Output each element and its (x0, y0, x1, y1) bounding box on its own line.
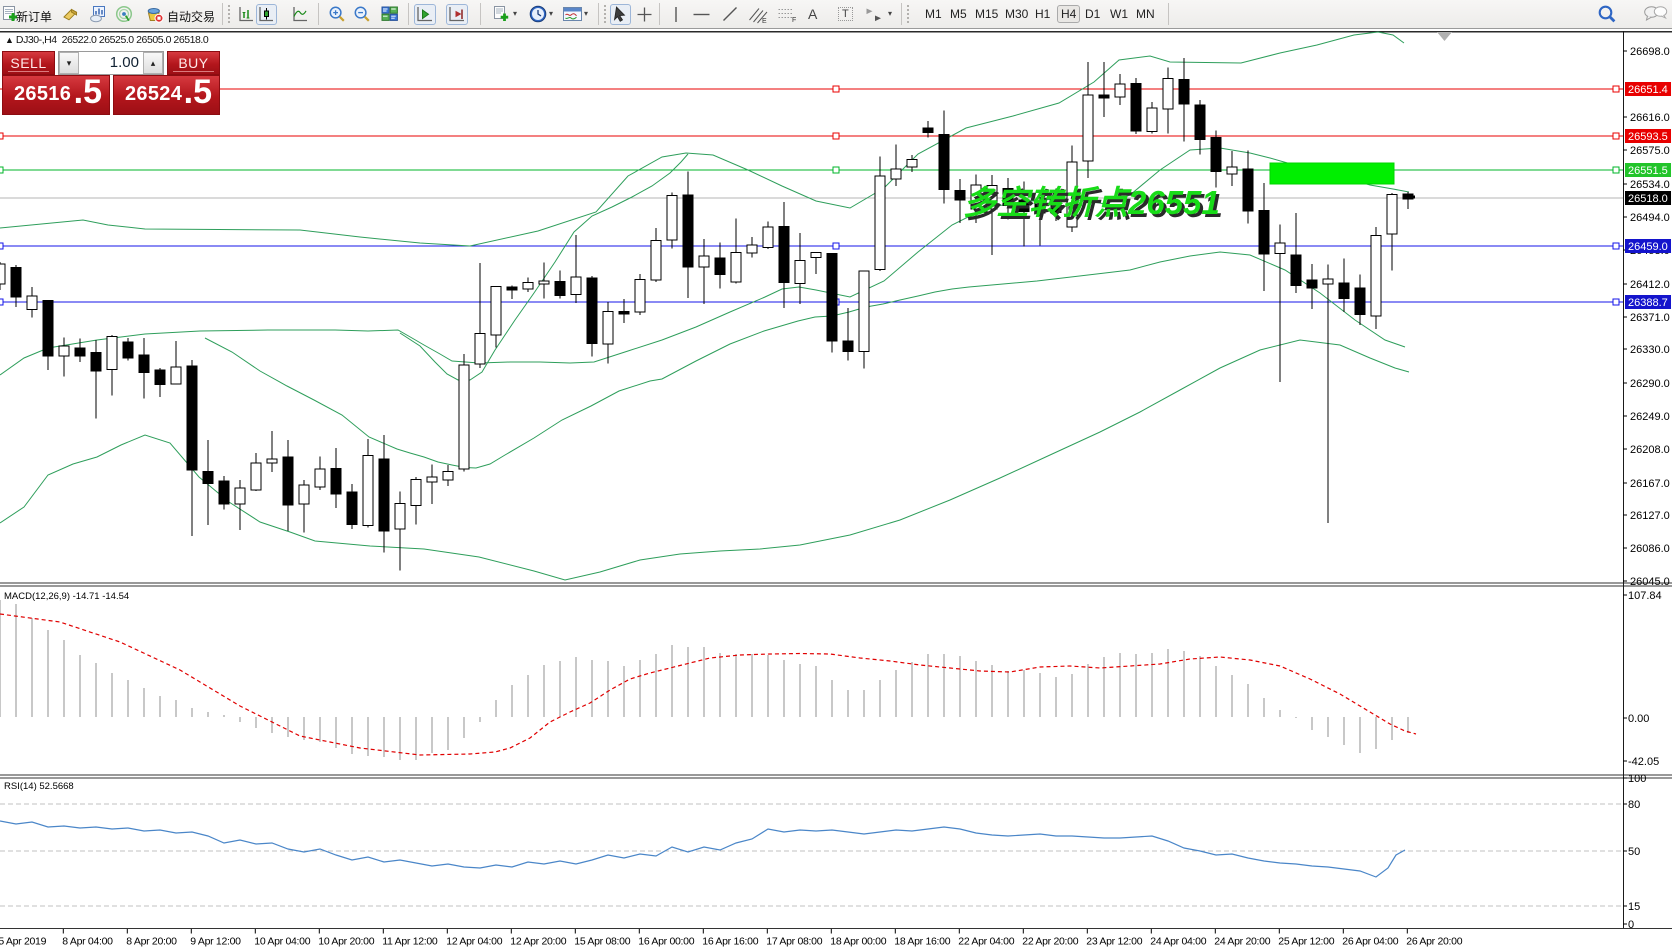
svg-text:26 Apr 20:00: 26 Apr 20:00 (1406, 936, 1462, 948)
svg-text:26388.7: 26388.7 (1628, 297, 1668, 309)
svg-text:26371.0: 26371.0 (1630, 312, 1670, 324)
svg-text:22 Apr 04:00: 22 Apr 04:00 (958, 936, 1014, 948)
svg-text:26651.4: 26651.4 (1628, 84, 1668, 96)
svg-text:23 Apr 12:00: 23 Apr 12:00 (1086, 936, 1142, 948)
svg-text:MACD(12,26,9) -14.71 -14.54: MACD(12,26,9) -14.71 -14.54 (4, 591, 129, 602)
svg-text:F: F (792, 17, 796, 24)
svg-text:15 Apr 08:00: 15 Apr 08:00 (574, 936, 630, 948)
svg-text:16 Apr 16:00: 16 Apr 16:00 (702, 936, 758, 948)
svg-text:24 Apr 04:00: 24 Apr 04:00 (1150, 936, 1206, 948)
svg-text:50: 50 (1628, 846, 1640, 858)
svg-text:12 Apr 04:00: 12 Apr 04:00 (446, 936, 502, 948)
svg-text:18 Apr 16:00: 18 Apr 16:00 (894, 936, 950, 948)
svg-text:5 Apr 2019: 5 Apr 2019 (0, 936, 47, 948)
svg-text:多空转折点26551: 多空转折点26551 (966, 187, 1223, 224)
svg-text:26208.0: 26208.0 (1630, 444, 1670, 456)
svg-text:80: 80 (1628, 799, 1640, 811)
svg-text:26167.0: 26167.0 (1630, 478, 1670, 490)
svg-text:0: 0 (1628, 919, 1634, 931)
svg-text:26249.0: 26249.0 (1630, 411, 1670, 423)
svg-text:26412.0: 26412.0 (1630, 279, 1670, 291)
svg-text:26459.0: 26459.0 (1628, 241, 1668, 253)
svg-text:107.84: 107.84 (1628, 590, 1662, 602)
svg-text:8 Apr 20:00: 8 Apr 20:00 (126, 936, 177, 948)
svg-text:25 Apr 12:00: 25 Apr 12:00 (1278, 936, 1334, 948)
svg-text:26575.0: 26575.0 (1630, 145, 1670, 157)
svg-text:16 Apr 00:00: 16 Apr 00:00 (638, 936, 694, 948)
svg-text:10 Apr 04:00: 10 Apr 04:00 (254, 936, 310, 948)
svg-text:26518.0: 26518.0 (1628, 193, 1668, 205)
svg-text:26127.0: 26127.0 (1630, 510, 1670, 522)
svg-text:10 Apr 20:00: 10 Apr 20:00 (318, 936, 374, 948)
svg-text:17 Apr 08:00: 17 Apr 08:00 (766, 936, 822, 948)
svg-text:8 Apr 04:00: 8 Apr 04:00 (62, 936, 113, 948)
svg-text:26330.0: 26330.0 (1630, 344, 1670, 356)
svg-text:26551.5: 26551.5 (1628, 165, 1668, 177)
svg-text:11 Apr 12:00: 11 Apr 12:00 (382, 936, 438, 948)
svg-text:RSI(14) 52.5668: RSI(14) 52.5668 (4, 781, 74, 792)
svg-text:26616.0: 26616.0 (1630, 112, 1670, 124)
svg-text:9 Apr 12:00: 9 Apr 12:00 (190, 936, 241, 948)
svg-text:26 Apr 04:00: 26 Apr 04:00 (1342, 936, 1398, 948)
svg-text:26045.0: 26045.0 (1630, 576, 1670, 588)
svg-text:26290.0: 26290.0 (1630, 378, 1670, 390)
svg-text:-42.05: -42.05 (1628, 756, 1659, 768)
svg-text:22 Apr 20:00: 22 Apr 20:00 (1022, 936, 1078, 948)
svg-text:15: 15 (1628, 901, 1640, 913)
svg-text:E: E (762, 18, 767, 25)
svg-text:24 Apr 20:00: 24 Apr 20:00 (1214, 936, 1270, 948)
svg-text:26593.5: 26593.5 (1628, 131, 1668, 143)
svg-text:多空转折点26551: 多空转折点26551 (963, 184, 1220, 221)
svg-text:12 Apr 20:00: 12 Apr 20:00 (510, 936, 566, 948)
svg-text:26698.0: 26698.0 (1630, 46, 1670, 58)
svg-text:100: 100 (1628, 773, 1646, 785)
svg-text:18 Apr 00:00: 18 Apr 00:00 (830, 936, 886, 948)
svg-text:26534.0: 26534.0 (1630, 179, 1670, 191)
svg-text:26494.0: 26494.0 (1630, 212, 1670, 224)
svg-text:26086.0: 26086.0 (1630, 543, 1670, 555)
svg-text:0.00: 0.00 (1628, 713, 1649, 725)
